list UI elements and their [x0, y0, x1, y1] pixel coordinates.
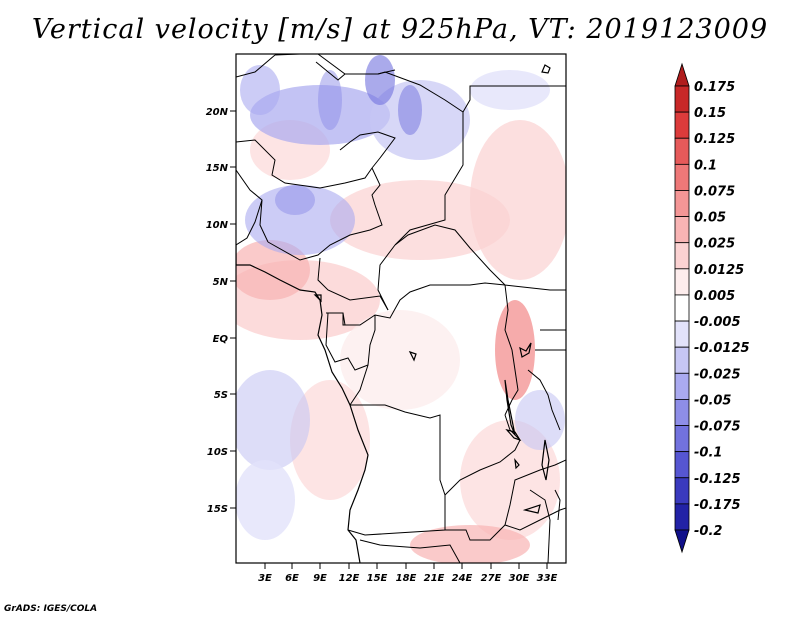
lat-tick-label: 15N	[206, 163, 229, 174]
lon-tick-label: 18E	[396, 573, 417, 584]
colorbar-segment	[674, 399, 690, 426]
lon-tick-label: 6E	[285, 573, 299, 584]
colorbar-label: -0.05	[694, 393, 731, 408]
colorbar-label: 0.075	[694, 184, 735, 199]
colorbar-label: 0.1	[694, 158, 717, 173]
lon-tick-label: 3E	[258, 573, 272, 584]
colorbar-segment	[674, 503, 690, 531]
lon-tick-label: 24E	[452, 573, 473, 584]
map-title: Vertical velocity [m/s] at 925hPa, VT: 2…	[31, 14, 769, 45]
colorbar-segment	[674, 451, 690, 479]
colorbar-label: 0.025	[694, 237, 735, 252]
colorbar-label: 0.175	[694, 80, 735, 95]
vertical-velocity-field	[236, 54, 566, 563]
colorbar-label: 0.15	[694, 106, 726, 121]
map-border	[235, 53, 567, 564]
lat-tick-label: 5S	[214, 390, 228, 401]
colorbar: 0.175 0.15 0.125 0.1 0.075 0.05 0.025 0.0125 0.0…	[674, 62, 750, 554]
colorbar-segment	[674, 372, 690, 400]
lon-tick-label: 12E	[339, 573, 360, 584]
colorbar-segment	[674, 242, 690, 270]
lon-tick-label: 27E	[481, 573, 502, 584]
colorbar-segment	[674, 85, 690, 113]
colorbar-segment	[674, 190, 690, 217]
colorbar-segment	[674, 294, 690, 322]
colorbar-segment	[674, 425, 690, 453]
latitude-axis: 20N 15N 10N 5N EQ 5S 10S 15S	[206, 107, 236, 515]
lat-tick-label: 15S	[207, 504, 228, 515]
colorbar-segment	[674, 529, 690, 554]
coastlines	[236, 64, 551, 563]
colorbar-label: -0.2	[694, 524, 722, 539]
grads-credit: GrADS: IGES/COLA	[4, 604, 98, 614]
lat-tick-label: 5N	[213, 277, 229, 288]
colorbar-label: -0.1	[694, 446, 722, 461]
lon-tick-label: 33E	[537, 573, 558, 584]
colorbar-segment	[674, 62, 690, 87]
lat-tick-label: 20N	[206, 107, 229, 118]
colorbar-label: -0.0125	[694, 341, 750, 356]
lat-tick-label: 10S	[207, 447, 228, 458]
lon-tick-label: 9E	[313, 573, 327, 584]
colorbar-label: 0.05	[694, 211, 726, 226]
colorbar-segment	[674, 346, 690, 374]
colorbar-segment	[674, 216, 690, 244]
longitude-axis: 3E 6E 9E 12E 15E 18E 21E 24E 27E 30E 33E	[258, 563, 558, 584]
lon-tick-label: 21E	[424, 573, 445, 584]
colorbar-segment	[674, 111, 690, 139]
colorbar-label: -0.025	[694, 367, 741, 382]
colorbar-label: 0.005	[694, 289, 735, 304]
colorbar-label: 0.125	[694, 132, 735, 147]
colorbar-label: 0.0125	[694, 263, 744, 278]
lat-tick-label: EQ	[213, 334, 229, 345]
colorbar-segment	[674, 477, 690, 505]
colorbar-label: -0.125	[694, 472, 741, 487]
colorbar-label: -0.005	[694, 315, 741, 330]
colorbar-label: -0.075	[694, 420, 741, 435]
colorbar-segment	[674, 320, 690, 348]
colorbar-segment	[674, 137, 690, 165]
country-borders	[236, 54, 566, 563]
lat-tick-label: 10N	[206, 220, 229, 231]
colorbar-label: -0.175	[694, 498, 741, 513]
lon-tick-label: 15E	[367, 573, 388, 584]
colorbar-segment	[674, 268, 690, 296]
colorbar-segment	[674, 163, 690, 191]
lon-tick-label: 30E	[509, 573, 530, 584]
